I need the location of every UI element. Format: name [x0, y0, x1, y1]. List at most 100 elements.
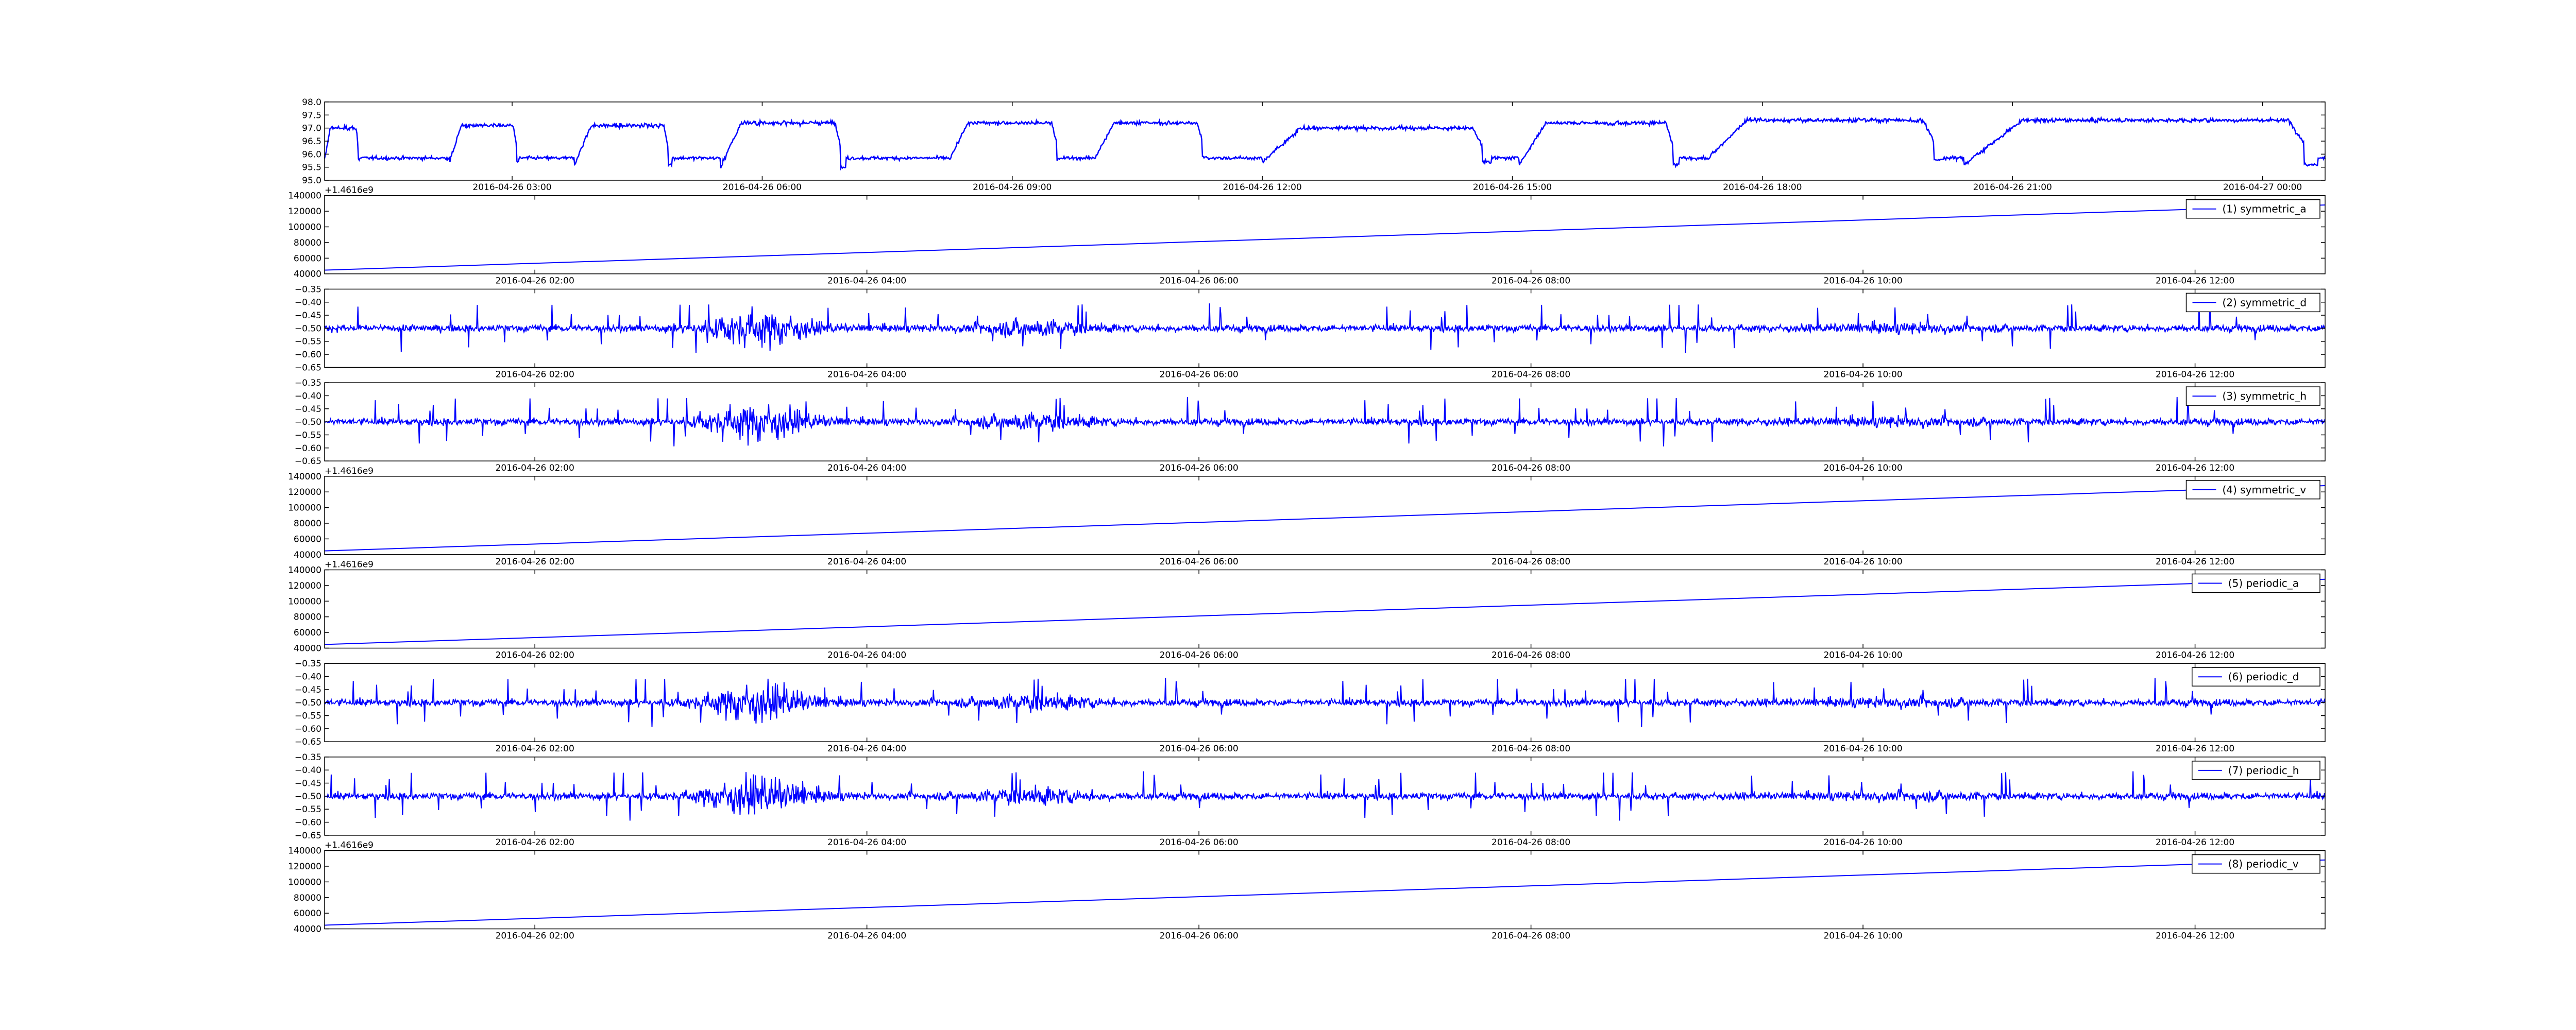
- x-tick-label: 2016-04-26 04:00: [827, 463, 906, 473]
- series-line: [324, 397, 2326, 447]
- y-offset-label: +1.4616e9: [325, 185, 374, 196]
- subplot-9: 140000 120000 100000 80000 60000 40000 2016-04…: [288, 840, 2326, 941]
- axes-frame: [324, 569, 2326, 649]
- legend-label: (1) symmetric_a: [2223, 203, 2307, 215]
- series-line: [324, 859, 2326, 926]
- y-tick-label: −0.60: [295, 350, 321, 360]
- legend: (5) periodic_a: [2192, 573, 2320, 593]
- x-tick-label: 2016-04-26 06:00: [1160, 276, 1239, 286]
- x-tick-label: 2016-04-26 06:00: [1160, 744, 1239, 754]
- y-tick-label: 40000: [294, 644, 321, 654]
- x-tick-label: 2016-04-26 08:00: [1492, 744, 1570, 754]
- x-tick-label: 2016-04-26 08:00: [1492, 276, 1570, 286]
- x-tick-label: 2016-04-26 08:00: [1492, 463, 1570, 473]
- x-tick-label: 2016-04-26 02:00: [496, 276, 574, 286]
- y-tick-label: 97.0: [302, 124, 321, 134]
- y-tick-label: 80000: [294, 893, 321, 903]
- legend-label: (2) symmetric_d: [2223, 296, 2307, 308]
- series-line: [324, 578, 2326, 645]
- x-tick-label: 2016-04-26 08:00: [1492, 557, 1570, 567]
- y-tick-label: 120000: [288, 581, 321, 591]
- x-tick-label: 2016-04-26 02:00: [496, 931, 574, 941]
- x-tick-label: 2016-04-26 06:00: [723, 182, 802, 193]
- y-tick-label: 98.0: [302, 97, 321, 108]
- x-tick-label: 2016-04-26 10:00: [1823, 276, 1902, 286]
- y-tick-label: −0.55: [295, 430, 321, 440]
- legend-box: [2192, 573, 2320, 593]
- x-tick-label: 2016-04-26 04:00: [827, 837, 906, 848]
- x-tick-label: 2016-04-26 02:00: [496, 463, 574, 473]
- y-tick-label: −0.65: [295, 363, 321, 373]
- y-tick-label: 140000: [288, 472, 321, 482]
- legend: (4) symmetric_v: [2185, 480, 2320, 500]
- subplot-4: −0.35 −0.40 −0.45 −0.50 −0.55 −0.60 −0.65 2016-…: [295, 378, 2326, 473]
- y-tick-label: −0.50: [295, 417, 321, 427]
- axes-frame: [324, 850, 2326, 930]
- x-tick-label: 2016-04-26 10:00: [1823, 369, 1902, 380]
- x-tick-label: 2016-04-26 04:00: [827, 744, 906, 754]
- y-tick-label: 80000: [294, 238, 321, 248]
- y-tick-label: 96.5: [302, 136, 321, 147]
- x-tick-label: 2016-04-26 08:00: [1492, 369, 1570, 380]
- subplot-6: 140000 120000 100000 80000 60000 40000 2016-04…: [288, 560, 2326, 661]
- x-tick-label: 2016-04-26 12:00: [2156, 931, 2234, 941]
- series-line: [324, 771, 2326, 821]
- x-tick-label: 2016-04-26 02:00: [496, 650, 574, 661]
- x-tick-label: 2016-04-26 12:00: [2156, 744, 2234, 754]
- y-tick-label: 120000: [288, 487, 321, 497]
- x-tick-label: 2016-04-26 02:00: [496, 369, 574, 380]
- y-tick-label: 140000: [288, 846, 321, 856]
- x-tick-label: 2016-04-26 04:00: [827, 276, 906, 286]
- y-offset-label: +1.4616e9: [325, 466, 374, 476]
- y-tick-label: −0.45: [295, 685, 321, 695]
- series-line: [324, 677, 2326, 727]
- x-tick-label: 2016-04-26 21:00: [1973, 182, 2052, 193]
- y-tick-label: 100000: [288, 877, 321, 887]
- axes-frame: [324, 101, 2326, 181]
- y-tick-label: 95.0: [302, 176, 321, 186]
- y-tick-label: 40000: [294, 924, 321, 935]
- y-tick-label: 40000: [294, 269, 321, 280]
- y-tick-label: −0.55: [295, 804, 321, 815]
- x-tick-label: 2016-04-26 02:00: [496, 744, 574, 754]
- x-tick-label: 2016-04-26 12:00: [2156, 837, 2234, 848]
- x-tick-label: 2016-04-26 04:00: [827, 931, 906, 941]
- subplot-8: −0.35 −0.40 −0.45 −0.50 −0.55 −0.60 −0.65 2016-…: [295, 752, 2326, 848]
- x-tick-label: 2016-04-26 08:00: [1492, 931, 1570, 941]
- y-tick-label: 80000: [294, 612, 321, 623]
- legend-label: (4) symmetric_v: [2223, 484, 2307, 496]
- y-tick-label: −0.45: [295, 404, 321, 415]
- x-tick-label: 2016-04-26 10:00: [1823, 463, 1902, 473]
- subplot-7: −0.35 −0.40 −0.45 −0.50 −0.55 −0.60 −0.65 2016-…: [295, 659, 2326, 754]
- x-tick-label: 2016-04-26 06:00: [1160, 557, 1239, 567]
- y-tick-label: −0.50: [295, 698, 321, 708]
- y-tick-label: 95.5: [302, 163, 321, 173]
- subplot-1: 98.0 97.5 97.0 96.5 96.0 95.5 95.0 2016-04-26 0…: [302, 97, 2326, 193]
- y-tick-label: 140000: [288, 565, 321, 576]
- y-tick-label: −0.40: [295, 765, 321, 776]
- x-tick-label: 2016-04-26 15:00: [1473, 182, 1552, 193]
- y-tick-label: −0.60: [295, 818, 321, 828]
- x-tick-label: 2016-04-26 08:00: [1492, 837, 1570, 848]
- series-line: [324, 303, 2326, 353]
- x-tick-label: 2016-04-26 09:00: [973, 182, 1052, 193]
- x-tick-label: 2016-04-26 12:00: [2156, 276, 2234, 286]
- legend-label: (7) periodic_h: [2228, 764, 2299, 777]
- x-tick-label: 2016-04-26 10:00: [1823, 557, 1902, 567]
- y-tick-label: −0.35: [295, 659, 321, 669]
- x-tick-label: 2016-04-26 12:00: [2156, 557, 2234, 567]
- y-tick-label: 40000: [294, 550, 321, 560]
- y-tick-label: 97.5: [302, 110, 321, 121]
- y-tick-label: −0.45: [295, 311, 321, 321]
- x-tick-label: 2016-04-26 04:00: [827, 369, 906, 380]
- legend-label: (8) periodic_v: [2228, 858, 2299, 870]
- x-tick-label: 2016-04-26 06:00: [1160, 463, 1239, 473]
- x-tick-label: 2016-04-26 12:00: [1223, 182, 1302, 193]
- y-tick-label: −0.40: [295, 391, 321, 401]
- y-tick-label: 120000: [288, 207, 321, 217]
- y-tick-label: 96.0: [302, 149, 321, 160]
- y-tick-label: 140000: [288, 191, 321, 201]
- x-tick-label: 2016-04-26 18:00: [1723, 182, 1802, 193]
- series-line: [324, 204, 2326, 271]
